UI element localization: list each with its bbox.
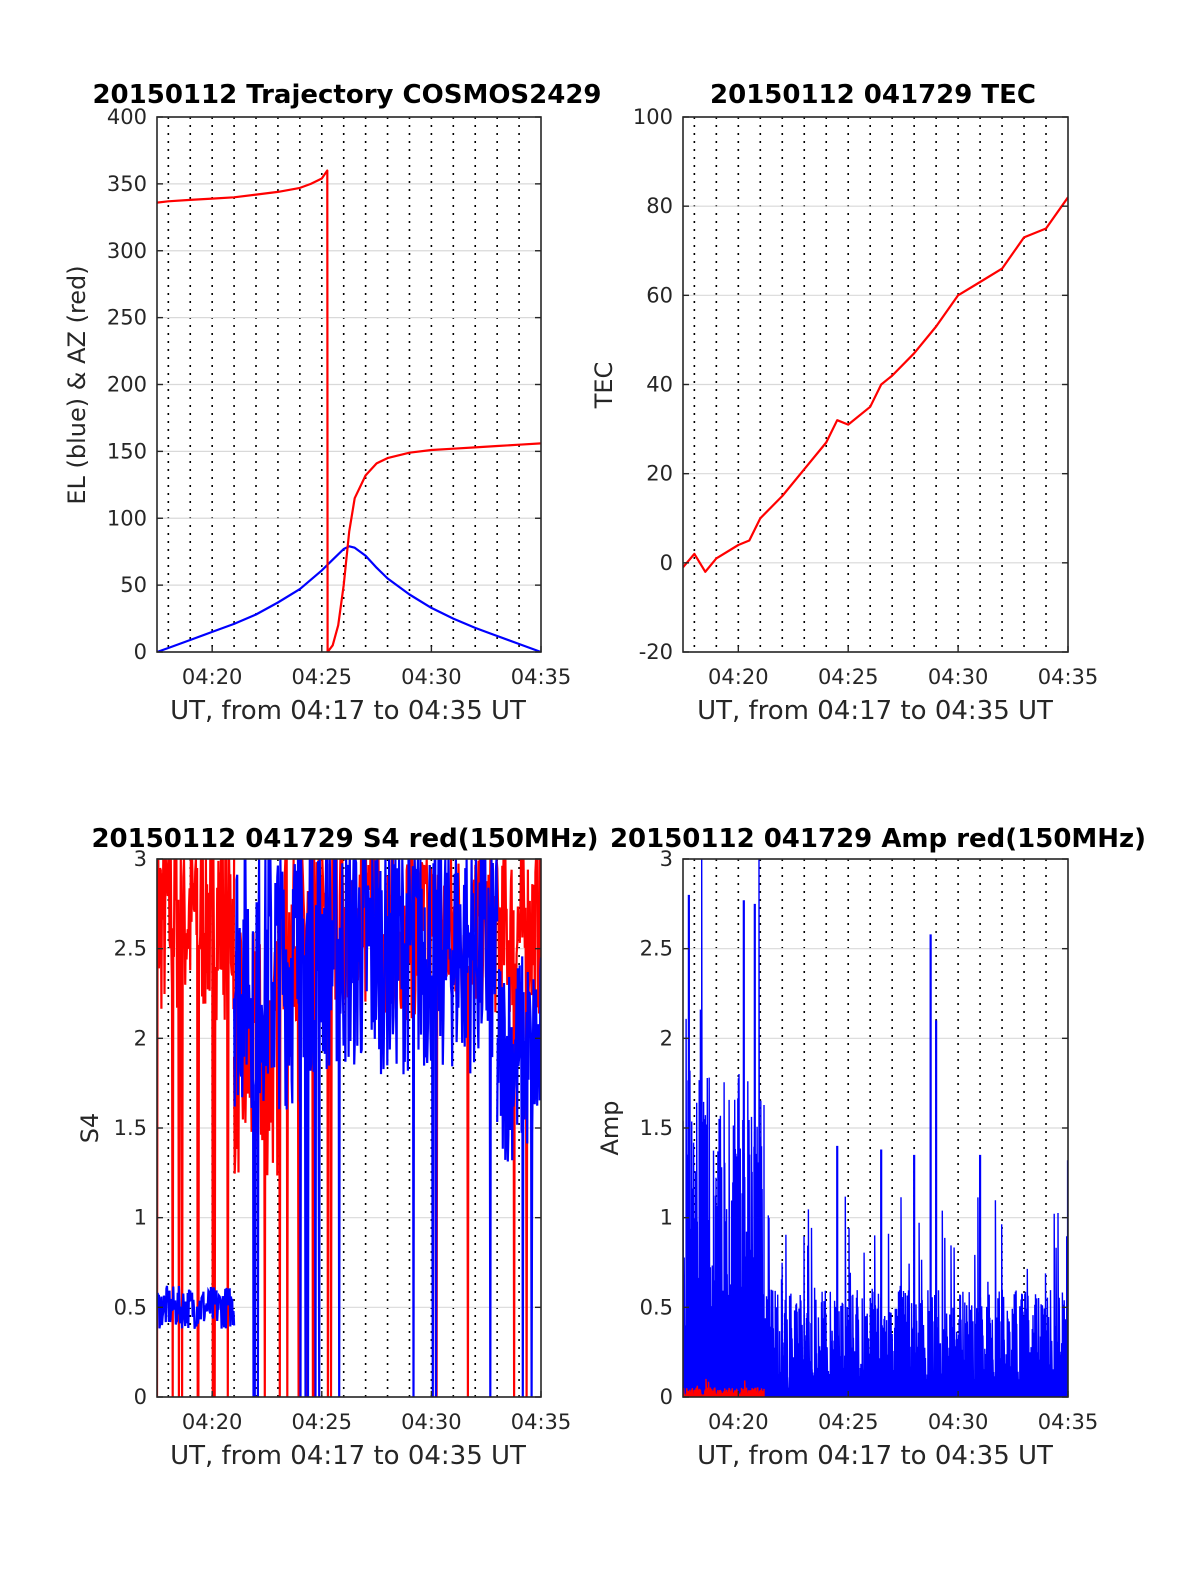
- tec-title: 20150112 041729 TEC: [710, 80, 1036, 110]
- trajectory-ytick-label: 100: [107, 506, 147, 530]
- s4-series-1-segment-0: [157, 1285, 236, 1329]
- trajectory-xtick-label: 04:25: [292, 665, 353, 689]
- amp-xtick-label: 04:25: [818, 1410, 879, 1434]
- amp-ytick-label: 2: [660, 1026, 673, 1050]
- s4-ylabel: S4: [76, 1113, 104, 1144]
- amp-plot-area: [683, 859, 1068, 1397]
- s4-ytick-label: 0.5: [114, 1295, 147, 1319]
- s4-series-1-segment-3: [496, 956, 541, 1397]
- panel-tec: 20150112 041729 TEC UT, from 04:17 to 04…: [590, 80, 1098, 726]
- tec-ytick-label: -20: [639, 640, 673, 664]
- s4-plot-area: [157, 859, 541, 1397]
- tec-ytick-label: 20: [646, 462, 673, 486]
- tec-xtick-label: 04:35: [1038, 665, 1099, 689]
- trajectory-ytick-label: 300: [107, 239, 147, 263]
- amp-xtick-label: 04:20: [708, 1410, 769, 1434]
- amp-series-1-segment-0: [683, 1378, 765, 1397]
- s4-xtick-label: 04:35: [511, 1410, 572, 1434]
- trajectory-plot-area: [157, 169, 541, 652]
- tec-xtick-label: 04:20: [708, 665, 769, 689]
- panel-trajectory: 20150112 Trajectory COSMOS2429 UT, from …: [63, 80, 602, 726]
- trajectory-series-1-line: [157, 169, 541, 652]
- tec-ytick-label: 0: [660, 551, 673, 575]
- s4-ytick-label: 0: [134, 1385, 147, 1409]
- tec-xtick-label: 04:30: [928, 665, 989, 689]
- s4-xtick-label: 04:20: [182, 1410, 243, 1434]
- trajectory-ytick-label: 0: [134, 640, 147, 664]
- s4-series-1-segment-1: [233, 859, 301, 1397]
- s4-xtick-label: 04:30: [401, 1410, 462, 1434]
- s4-title: 20150112 041729 S4 red(150MHz): [91, 824, 598, 854]
- s4-ytick-label: 1: [134, 1206, 147, 1230]
- amp-ytick-label: 3: [660, 847, 673, 871]
- s4-series-0-segment-0: [157, 859, 236, 1397]
- amp-xtick-label: 04:30: [928, 1410, 989, 1434]
- tec-ylabel: TEC: [590, 362, 618, 410]
- s4-xtick-label: 04:25: [292, 1410, 353, 1434]
- trajectory-xtick-label: 04:35: [511, 665, 572, 689]
- amp-title: 20150112 041729 Amp red(150MHz): [610, 824, 1146, 854]
- tec-xlabel: UT, from 04:17 to 04:35 UT: [697, 696, 1053, 726]
- panel-amp: 20150112 041729 Amp red(150MHz) UT, from…: [596, 824, 1146, 1471]
- amp-ytick-label: 1: [660, 1206, 673, 1230]
- trajectory-ytick-label: 200: [107, 373, 147, 397]
- s4-xlabel: UT, from 04:17 to 04:35 UT: [170, 1441, 526, 1471]
- amp-series-0-segment-0: [683, 859, 765, 1397]
- panel-s4: 20150112 041729 S4 red(150MHz) UT, from …: [76, 824, 599, 1471]
- trajectory-series-0-line: [157, 545, 541, 652]
- trajectory-ytick-label: 400: [107, 105, 147, 129]
- trajectory-xtick-label: 04:30: [401, 665, 462, 689]
- tec-series-0-line: [683, 196, 1068, 573]
- trajectory-title: 20150112 Trajectory COSMOS2429: [92, 80, 601, 110]
- amp-ytick-label: 0.5: [640, 1295, 673, 1319]
- s4-ytick-label: 3: [134, 847, 147, 871]
- amp-ylabel: Amp: [596, 1100, 624, 1155]
- amp-xlabel: UT, from 04:17 to 04:35 UT: [697, 1441, 1053, 1471]
- trajectory-ytick-label: 250: [107, 306, 147, 330]
- s4-ytick-label: 2.5: [114, 937, 147, 961]
- amp-series-0-segment-1: [763, 1196, 1068, 1397]
- amp-ytick-label: 1.5: [640, 1116, 673, 1140]
- trajectory-ytick-label: 350: [107, 172, 147, 196]
- tec-ytick-label: 40: [646, 373, 673, 397]
- tec-ytick-label: 60: [646, 283, 673, 307]
- s4-ytick-label: 2: [134, 1026, 147, 1050]
- trajectory-ytick-label: 50: [120, 573, 147, 597]
- tec-plot-area: [683, 196, 1068, 573]
- amp-ytick-label: 2.5: [640, 937, 673, 961]
- s4-ytick-label: 1.5: [114, 1116, 147, 1140]
- trajectory-ytick-label: 150: [107, 439, 147, 463]
- trajectory-xtick-label: 04:20: [182, 665, 243, 689]
- tec-ytick-label: 100: [633, 105, 673, 129]
- tec-xtick-label: 04:25: [818, 665, 879, 689]
- s4-series-1-segment-2: [298, 859, 499, 1397]
- trajectory-xlabel: UT, from 04:17 to 04:35 UT: [170, 696, 526, 726]
- amp-ytick-label: 0: [660, 1385, 673, 1409]
- trajectory-ylabel: EL (blue) & AZ (red): [63, 265, 91, 504]
- amp-xtick-label: 04:35: [1038, 1410, 1099, 1434]
- tec-ytick-label: 80: [646, 194, 673, 218]
